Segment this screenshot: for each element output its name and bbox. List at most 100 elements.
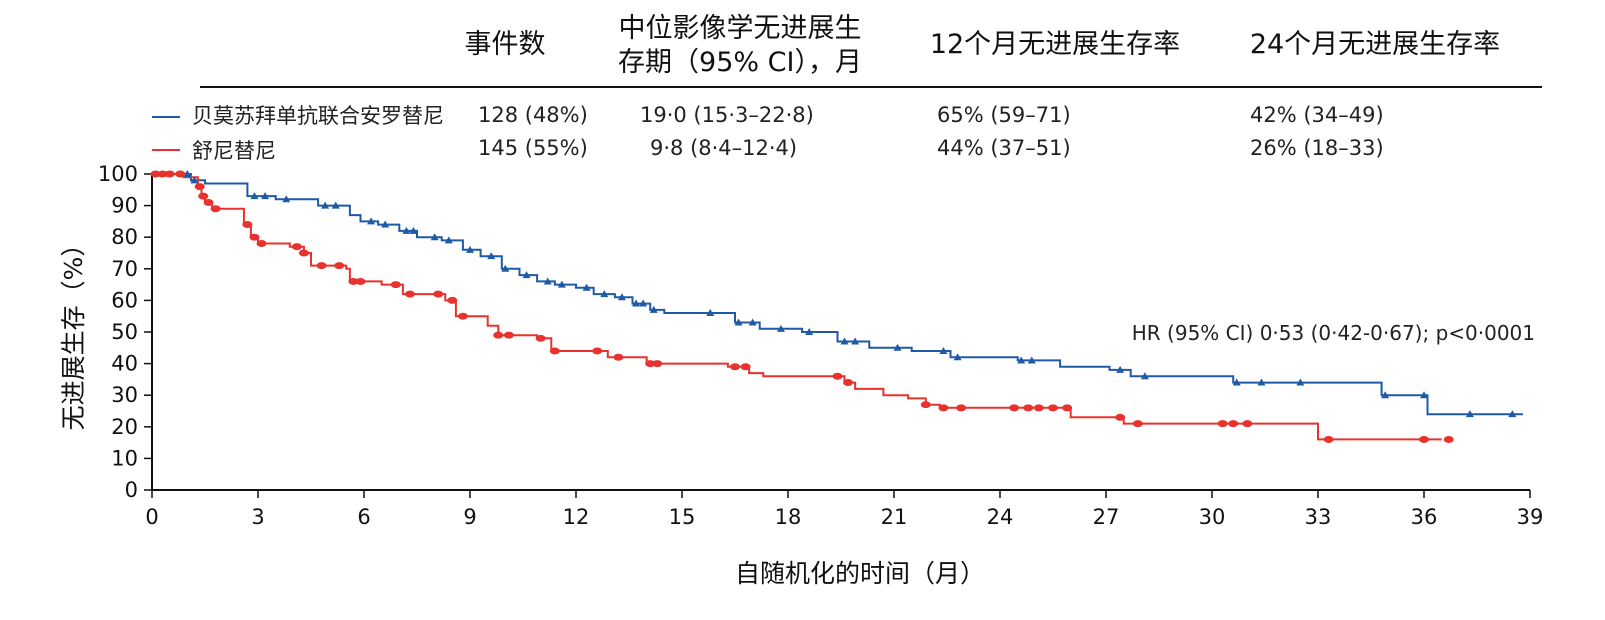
censor-mark-bemo: [1296, 378, 1305, 386]
y-axis-label: 无进展生存（%）: [59, 232, 88, 431]
y-tick-label: 70: [111, 257, 138, 281]
censor-mark-bemo: [331, 201, 340, 209]
censor-mark-bemo: [639, 299, 648, 307]
y-tick-label: 60: [111, 288, 138, 312]
legend-line-bemo: [152, 116, 180, 118]
x-tick-label: 0: [145, 505, 158, 529]
censor-mark-bemo: [1017, 356, 1026, 364]
pfs12-suni: 44% (37–51): [937, 136, 1071, 160]
censor-mark-suni: [355, 277, 366, 285]
x-tick-label: 30: [1199, 505, 1226, 529]
header-rule: [200, 86, 1542, 88]
censor-mark-suni: [447, 296, 458, 304]
censor-mark-bemo: [250, 192, 259, 200]
censor-mark-bemo: [1116, 365, 1125, 373]
censor-mark-suni: [592, 347, 603, 355]
censor-mark-bemo: [183, 170, 192, 177]
censor-mark-bemo: [734, 318, 743, 326]
y-tick-label: 40: [111, 352, 138, 376]
pfs24-bemo: 42% (34–49): [1250, 103, 1384, 127]
censor-mark-bemo: [557, 280, 566, 288]
x-tick-label: 24: [987, 505, 1014, 529]
x-tick-label: 12: [563, 505, 590, 529]
censor-mark-suni: [1228, 420, 1239, 428]
censor-mark-bemo: [600, 290, 609, 298]
censor-mark-bemo: [466, 245, 474, 253]
censor-mark-suni: [645, 360, 656, 368]
censor-mark-bemo: [617, 293, 626, 301]
header-24m-line: 24个月无进展生存率: [1249, 29, 1501, 60]
x-tick-label: 18: [775, 505, 802, 529]
censor-mark-suni: [613, 353, 624, 361]
censor-mark-suni: [1443, 435, 1454, 443]
censor-mark-suni: [256, 240, 267, 248]
header-median-line1: 中位影像学无进展生: [618, 13, 862, 44]
censor-mark-suni: [1132, 420, 1143, 428]
x-tick-label: 15: [669, 505, 696, 529]
censor-mark-bemo: [748, 318, 757, 326]
censor-mark-bemo: [1508, 410, 1517, 418]
censor-mark-suni: [1115, 413, 1126, 421]
events-suni: 145 (55%): [478, 136, 588, 160]
censor-mark-suni: [348, 277, 359, 285]
censor-mark-bemo: [632, 299, 641, 307]
censor-mark-bemo: [487, 252, 496, 260]
axes: 0 3 6 9 12 15 18 21 24 27 30 33 36 390102030405060708…: [98, 162, 1543, 529]
y-tick-label: 20: [111, 415, 138, 439]
censor-mark-bemo: [381, 220, 390, 228]
censor-mark-bemo: [367, 217, 376, 225]
median-suni: 9·8 (8·4–12·4): [650, 136, 798, 160]
censor-mark-suni: [843, 379, 854, 387]
censor-mark-bemo: [1381, 391, 1390, 399]
censor-mark-suni: [198, 192, 209, 200]
censor-mark-suni: [316, 262, 327, 270]
censor-mark-suni: [938, 404, 949, 412]
header-12m-line: 12个月无进展生存率: [929, 29, 1181, 60]
x-tick-label: 27: [1093, 505, 1120, 529]
censor-mark-bemo: [1257, 378, 1266, 386]
censor-mark-bemo: [840, 337, 849, 345]
censor-mark-bemo: [953, 353, 962, 361]
censor-mark-suni: [249, 233, 260, 241]
censor-mark-bemo: [1420, 391, 1428, 399]
censor-mark-bemo: [1232, 378, 1241, 386]
censor-mark-bemo: [282, 195, 291, 203]
censor-mark-suni: [493, 331, 504, 339]
censor-mark-suni: [956, 404, 967, 412]
censor-mark-bemo: [851, 337, 860, 345]
censor-mark-bemo: [1465, 410, 1474, 418]
censor-mark-bemo: [776, 324, 785, 332]
censor-mark-suni: [1323, 435, 1334, 443]
header-12m-pfs: 12个月无进展生存率: [905, 28, 1205, 62]
censor-mark-bemo: [893, 343, 902, 351]
censor-mark-suni: [175, 170, 186, 178]
censor-mark-bemo: [1140, 372, 1149, 380]
censor-mark-suni: [1062, 404, 1073, 412]
censor-mark-bemo: [1027, 356, 1036, 364]
x-tick-label: 3: [251, 505, 264, 529]
pfs12-bemo: 65% (59–71): [937, 103, 1071, 127]
y-tick-label: 50: [111, 320, 138, 344]
censor-mark-bemo: [402, 226, 411, 234]
x-tick-label: 9: [463, 505, 476, 529]
censor-mark-suni: [1217, 420, 1228, 428]
y-tick-label: 90: [111, 194, 138, 218]
censor-mark-suni: [242, 221, 253, 229]
censor-mark-suni: [291, 243, 302, 251]
censor-mark-suni: [730, 363, 740, 371]
censor-mark-suni: [535, 334, 546, 342]
censor-mark-bemo: [649, 305, 658, 313]
median-bemo: 19·0 (15·3–22·8): [640, 103, 814, 127]
legend-label-suni: 舒尼替尼: [192, 139, 276, 163]
y-tick-label: 80: [111, 225, 138, 249]
censor-mark-suni: [1023, 404, 1034, 412]
censor-mark-bemo: [261, 192, 270, 200]
censor-mark-suni: [1009, 404, 1020, 412]
legend-line-suni: [152, 149, 180, 151]
censor-mark-suni: [920, 401, 931, 409]
censor-mark-suni: [433, 290, 444, 298]
header-events-line: 事件数: [464, 29, 546, 60]
censor-mark-suni: [390, 281, 401, 289]
